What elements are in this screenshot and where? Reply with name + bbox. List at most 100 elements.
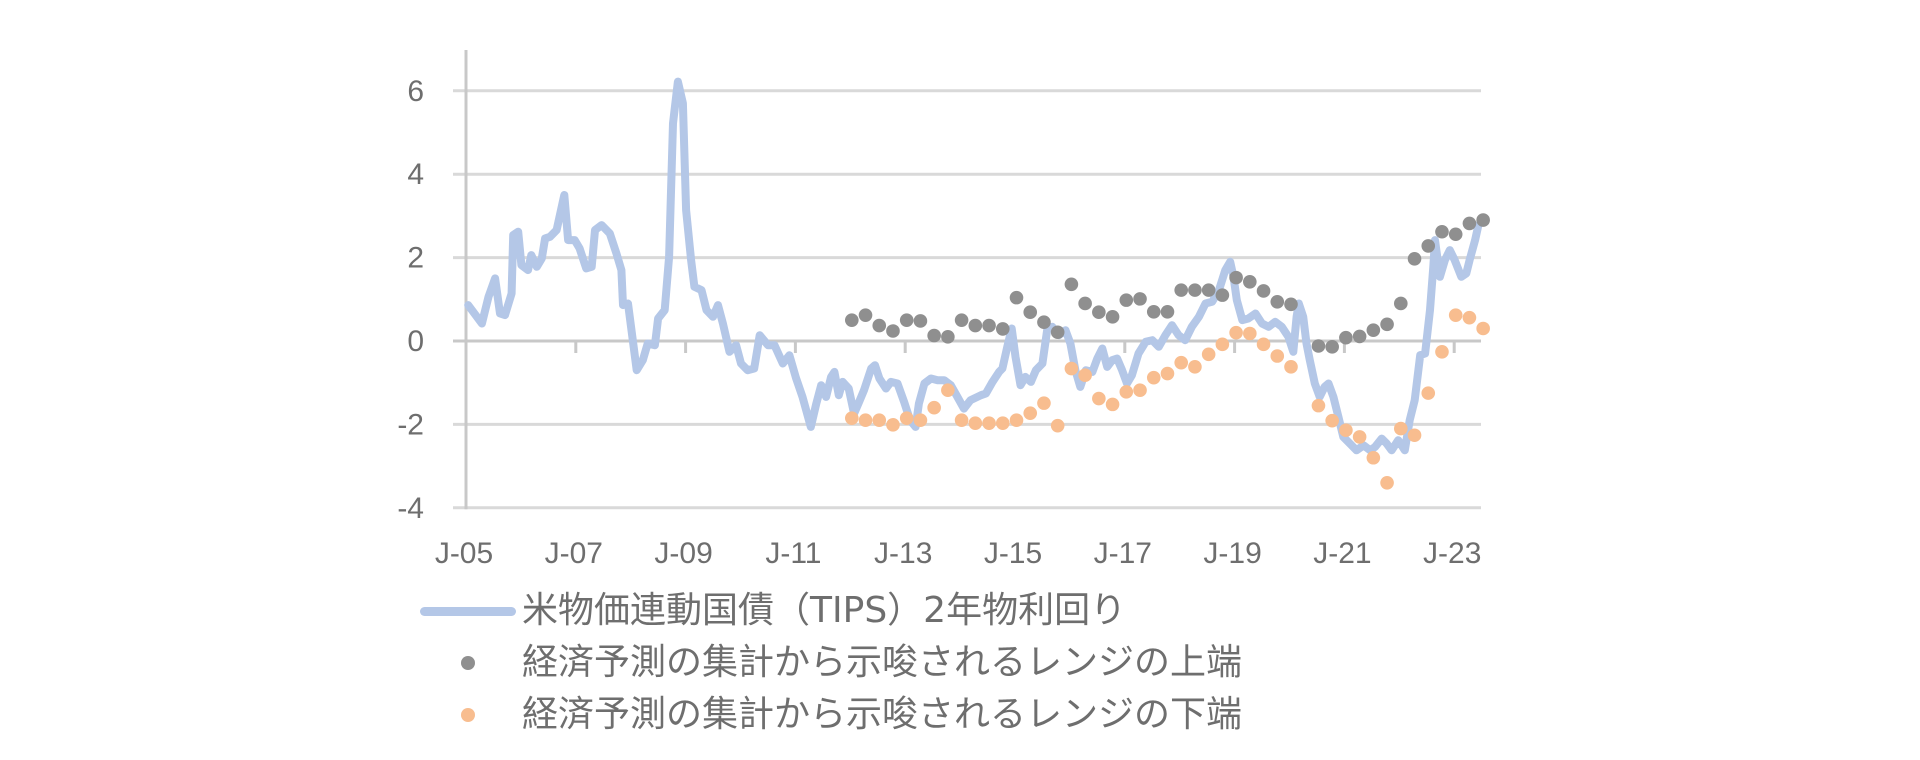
lower-range-dot <box>1284 360 1298 374</box>
lower-range-dot <box>1476 321 1490 336</box>
upper-range-dot <box>1352 329 1367 344</box>
upper-range-dot <box>1050 325 1065 340</box>
upper-range-dot <box>1160 305 1175 319</box>
upper-range-dot <box>1009 290 1024 305</box>
legend-item-tips[interactable]: 米物価連動国債（TIPS）2年物利回り <box>420 585 1420 637</box>
upper-range-dot <box>982 318 996 333</box>
upper-range-dot <box>1407 252 1422 266</box>
dot-swatch-container <box>420 705 516 725</box>
upper-range-dot <box>1188 283 1202 297</box>
upper-range-dot <box>1270 295 1285 309</box>
lower-range-dot <box>1407 428 1422 443</box>
tips-yield-line <box>464 77 1483 455</box>
upper-range-dot <box>1174 283 1188 297</box>
lower-range-dot <box>1366 450 1381 465</box>
x-axis-labels: J-05 J-07 J-09 J-11 J-13 J-15 J-17 J-19 J-21 J-23 <box>435 537 1482 570</box>
lower-range-dot <box>1229 325 1243 340</box>
y-tick-label: -2 <box>397 408 424 441</box>
x-tick-label: J-05 <box>435 537 493 570</box>
upper-range-dot <box>1064 277 1079 292</box>
tips-series <box>464 77 1483 455</box>
lower-range-dot <box>1421 386 1436 400</box>
line-swatch-icon <box>420 606 516 616</box>
upper-range-dot <box>1448 227 1463 242</box>
upper-range-dot <box>941 330 955 344</box>
lower-range-dot <box>1078 368 1092 382</box>
upper-range-dot <box>1229 270 1243 285</box>
upper-range-dot <box>899 313 914 327</box>
lower-range-dot <box>913 413 928 428</box>
legend-item-lower[interactable]: 経済予測の集計から示唆されるレンジの下端 <box>420 689 1420 741</box>
x-tick-label: J-09 <box>654 537 712 570</box>
upper-range-dot <box>1366 323 1381 337</box>
lower-range-dot <box>845 411 859 425</box>
lower-range-dot <box>968 416 983 430</box>
lower-range-dot <box>941 383 955 398</box>
lower-range-dot <box>1009 413 1024 428</box>
y-tick-label: 6 <box>407 75 424 108</box>
legend-label: 米物価連動国債（TIPS）2年物利回り <box>522 590 1127 631</box>
lower-range-dot <box>899 411 914 425</box>
upper-range-dot <box>1037 315 1051 330</box>
lower-range-dot <box>1146 370 1161 385</box>
lower-range-dot <box>982 416 996 430</box>
lower-range-dot <box>1174 355 1188 370</box>
legend-item-upper[interactable]: 経済予測の集計から示唆されるレンジの上端 <box>420 637 1420 689</box>
lower-range-dot <box>1435 345 1449 359</box>
upper-range-dot <box>1023 305 1038 320</box>
upper-range-dot <box>1105 310 1120 324</box>
upper-range-dot <box>1256 284 1271 298</box>
lower-range-dot <box>1311 398 1326 413</box>
x-tick-label: J-23 <box>1423 537 1481 570</box>
lower-range-dot <box>872 413 887 428</box>
x-tick-label: J-17 <box>1094 537 1152 570</box>
y-axis-labels: 6 4 2 0 -2 -4 <box>397 75 424 525</box>
upper-range-dot <box>1325 340 1339 354</box>
gridlines <box>453 89 1481 510</box>
lower-range-dot <box>1133 383 1147 398</box>
upper-range-dot <box>886 324 900 338</box>
upper-range-dot <box>968 318 983 333</box>
upper-range-dot <box>1421 239 1436 253</box>
x-tick-label: J-15 <box>984 537 1042 570</box>
upper-range-dot <box>1146 305 1161 319</box>
upper-range-dot <box>1476 213 1490 227</box>
y-tick-label: 0 <box>407 325 424 358</box>
lower-range-dot <box>1394 421 1408 436</box>
lower-range-dot <box>1050 418 1065 433</box>
lower-range-dot <box>1064 361 1079 376</box>
upper-range-dot <box>858 308 873 322</box>
upper-range-dot <box>1435 224 1449 239</box>
upper-range-dot <box>1078 296 1092 311</box>
lower-range-dot <box>1160 366 1175 381</box>
lower-range-dot <box>1023 406 1038 420</box>
lower-range-dot <box>886 418 900 432</box>
lower-range-dot <box>1270 349 1285 363</box>
upper-range-dot <box>995 322 1010 336</box>
upper-range-dot <box>1092 305 1106 320</box>
lower-range-dot <box>1037 396 1051 410</box>
lower-range-dot <box>1256 337 1271 352</box>
legend: 米物価連動国債（TIPS）2年物利回り 経済予測の集計から示唆されるレンジの上端… <box>420 585 1420 741</box>
upper-range-dot <box>1462 216 1477 231</box>
lower-range-dot <box>1105 397 1120 412</box>
upper-range-dot <box>1339 330 1353 345</box>
upper-range-dot <box>1380 317 1394 332</box>
x-tick-label: J-21 <box>1313 537 1371 570</box>
upper-range-dot <box>1215 288 1230 302</box>
lower-range-dot <box>858 413 873 428</box>
lower-range-dot <box>1448 308 1463 322</box>
x-tick-label: J-19 <box>1203 537 1261 570</box>
upper-range-dot <box>872 318 887 333</box>
lower-range-dot <box>1462 310 1477 325</box>
x-tick-label: J-07 <box>545 537 603 570</box>
lower-range-dot <box>1243 326 1257 341</box>
upper-range-dot <box>1243 274 1257 289</box>
upper-range-dot <box>1311 339 1326 353</box>
orange-dot-icon <box>461 708 475 722</box>
axes <box>453 50 1481 510</box>
gray-dot-icon <box>461 656 475 670</box>
upper-range-dot <box>1201 283 1216 297</box>
lower-range-dot <box>1352 430 1367 444</box>
upper-range-dot <box>845 313 859 327</box>
